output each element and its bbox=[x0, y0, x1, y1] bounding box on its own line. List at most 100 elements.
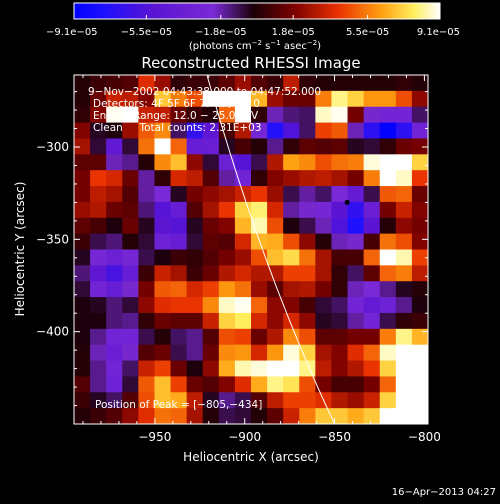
heatmap-cell bbox=[379, 376, 397, 393]
heatmap-cell bbox=[283, 392, 300, 409]
heatmap-cell bbox=[122, 328, 139, 346]
heatmap-cell bbox=[186, 392, 204, 409]
heatmap-cell bbox=[154, 312, 172, 330]
heatmap-cell bbox=[267, 106, 284, 124]
heatmap-cell bbox=[74, 297, 91, 314]
heatmap-cell bbox=[154, 360, 172, 378]
heatmap-cell bbox=[315, 360, 333, 378]
heatmap-cell bbox=[74, 408, 91, 424]
heatmap-cell bbox=[90, 328, 107, 346]
heatmap-cell bbox=[411, 106, 428, 124]
heatmap-cell bbox=[106, 154, 123, 171]
heatmap-cell bbox=[299, 122, 316, 140]
heatmap-cell bbox=[138, 106, 156, 124]
heatmap-cell bbox=[74, 281, 91, 298]
heatmap-cell bbox=[283, 408, 300, 424]
heatmap-cell bbox=[122, 392, 139, 409]
heatmap-cell bbox=[251, 344, 268, 362]
heatmap-cell bbox=[283, 344, 300, 362]
heatmap-cell bbox=[379, 265, 397, 282]
heatmap-cell bbox=[379, 90, 397, 108]
heatmap-cell bbox=[315, 201, 333, 219]
heatmap-cell bbox=[363, 217, 381, 235]
heatmap-cell bbox=[363, 265, 381, 282]
heatmap-cell bbox=[251, 312, 268, 330]
heatmap-cell bbox=[411, 281, 428, 298]
heatmap-cell bbox=[395, 170, 413, 187]
heatmap-cell bbox=[331, 281, 349, 298]
heatmap-cell bbox=[90, 201, 107, 219]
heatmap-cell bbox=[411, 249, 428, 266]
heatmap-cell bbox=[234, 312, 252, 330]
heatmap-cell bbox=[411, 170, 428, 187]
heatmap-cell bbox=[138, 360, 156, 378]
heatmap-cell bbox=[347, 186, 365, 203]
heatmap-cell bbox=[234, 281, 252, 298]
heatmap-cell bbox=[74, 138, 91, 155]
heatmap-cell bbox=[218, 138, 236, 155]
heatmap-cell bbox=[363, 138, 381, 155]
heatmap-cell bbox=[315, 265, 333, 282]
heatmap-cell bbox=[90, 122, 107, 140]
heatmap-cell bbox=[106, 281, 123, 298]
colorbar-frame bbox=[73, 2, 441, 20]
heatmap-cell bbox=[138, 328, 156, 346]
heatmap-cell bbox=[106, 90, 123, 108]
colorbar-tick-label: −5.5e−05 bbox=[121, 27, 173, 38]
heatmap-cell bbox=[106, 186, 123, 203]
heatmap-cell bbox=[267, 90, 284, 108]
heatmap-cell bbox=[283, 312, 300, 330]
heatmap-cell bbox=[234, 90, 252, 108]
heatmap-cell bbox=[331, 408, 349, 424]
heatmap-cell bbox=[379, 297, 397, 314]
heatmap-cell bbox=[154, 154, 172, 171]
heatmap-cell bbox=[299, 106, 316, 124]
footer-date: 16−Apr−2013 04:27 bbox=[392, 487, 496, 498]
heatmap-cell bbox=[251, 170, 268, 187]
heatmap-cell bbox=[218, 328, 236, 346]
colorbar-tick-label: 5.5e−05 bbox=[346, 27, 389, 38]
heatmap-cell bbox=[90, 265, 107, 282]
colorbar-tick-label: 1.8e−05 bbox=[272, 27, 315, 38]
heatmap-cell bbox=[154, 249, 172, 266]
heatmap-cell bbox=[395, 344, 413, 362]
heatmap-cell bbox=[331, 233, 349, 251]
heatmap-cell bbox=[299, 265, 316, 282]
heatmap-cell bbox=[170, 122, 188, 140]
heatmap-cell bbox=[395, 106, 413, 124]
heatmap-cell bbox=[267, 360, 284, 378]
heatmap-cell bbox=[202, 186, 220, 203]
heatmap-cell bbox=[331, 344, 349, 362]
heatmap-cell bbox=[170, 312, 188, 330]
heatmap-cell bbox=[154, 392, 172, 409]
heatmap-cell bbox=[299, 233, 316, 251]
heatmap-cell bbox=[170, 265, 188, 282]
heatmap-cell bbox=[251, 90, 268, 108]
heatmap-cell bbox=[154, 138, 172, 155]
heatmap-cell bbox=[90, 170, 107, 187]
heatmap-cell bbox=[283, 328, 300, 346]
heatmap-cell bbox=[411, 154, 428, 171]
heatmap-cell bbox=[331, 138, 349, 155]
heatmap-cell bbox=[363, 408, 381, 424]
heatmap-cell bbox=[331, 297, 349, 314]
heatmap-cell bbox=[218, 249, 236, 266]
heatmap-cell bbox=[234, 328, 252, 346]
heatmap-cell bbox=[170, 392, 188, 409]
heatmap-cell bbox=[170, 106, 188, 124]
heatmap-cell bbox=[347, 360, 365, 378]
heatmap-cell bbox=[395, 201, 413, 219]
heatmap-cell bbox=[218, 312, 236, 330]
heatmap-cell bbox=[283, 217, 300, 235]
heatmap-cell bbox=[283, 106, 300, 124]
heatmap-cell bbox=[379, 328, 397, 346]
heatmap-cell bbox=[331, 170, 349, 187]
heatmap-cell bbox=[186, 376, 204, 393]
heatmap-cell bbox=[299, 408, 316, 424]
heatmap-cell bbox=[411, 392, 428, 409]
heatmap-cell bbox=[267, 392, 284, 409]
heatmap-cell bbox=[74, 75, 91, 92]
heatmap-cell bbox=[170, 281, 188, 298]
heatmap-cell bbox=[267, 297, 284, 314]
heatmap-cell bbox=[299, 90, 316, 108]
